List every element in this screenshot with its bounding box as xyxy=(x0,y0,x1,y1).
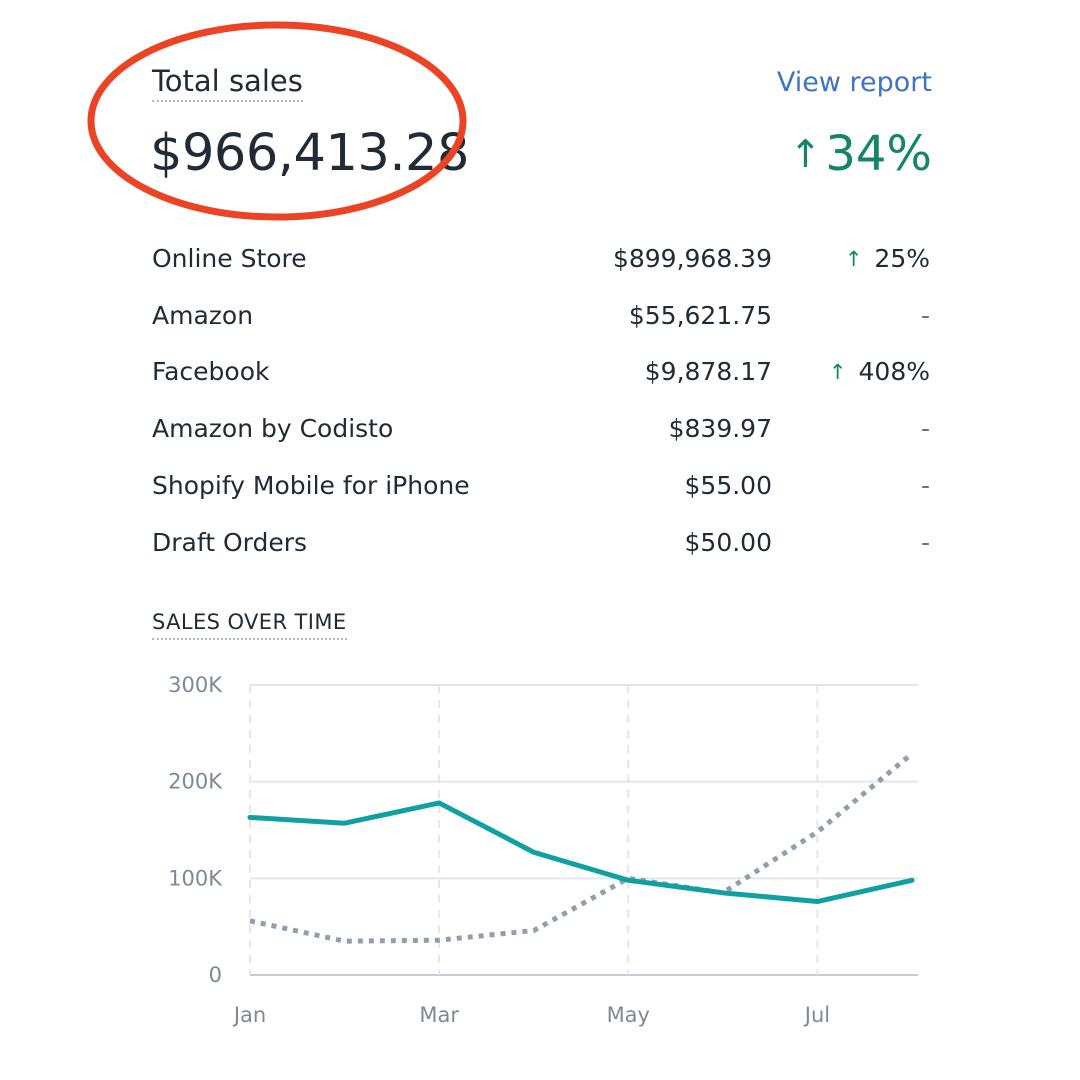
channel-change-value: - xyxy=(920,470,930,500)
channel-change: ↑ 408% xyxy=(829,352,930,392)
channel-change: - xyxy=(921,466,930,506)
y-tick-label: 200K xyxy=(168,770,223,794)
x-tick-label: Jan xyxy=(232,1003,266,1027)
channel-change: - xyxy=(921,409,930,449)
channel-change-value: 408% xyxy=(858,357,930,387)
x-tick-label: May xyxy=(607,1003,650,1027)
y-tick-label: 300K xyxy=(168,673,223,697)
channel-row: Draft Orders $50.00 - xyxy=(152,523,930,563)
y-tick-label: 100K xyxy=(168,866,223,890)
channel-change: - xyxy=(921,523,930,563)
sales-over-time-heading[interactable]: SALES OVER TIME xyxy=(152,608,347,640)
channel-change-value: 25% xyxy=(874,244,930,273)
arrow-up-icon: ↑ xyxy=(844,247,863,271)
x-tick-label: Jul xyxy=(803,1003,830,1027)
channel-name: Draft Orders xyxy=(152,527,308,557)
channel-row: Online Store $899,968.39 ↑ 25% xyxy=(152,239,930,279)
channel-name: Facebook xyxy=(152,357,270,387)
channel-amount: $55.00 xyxy=(684,470,772,500)
channel-row: Shopify Mobile for iPhone $55.00 - xyxy=(152,466,930,506)
arrow-up-icon: ↑ xyxy=(789,132,822,176)
comparison-series-line xyxy=(249,751,914,944)
x-tick-label: Mar xyxy=(419,1003,459,1027)
current-series-line xyxy=(247,800,915,905)
channel-row: Amazon by Codisto $839.97 - xyxy=(152,409,930,449)
channel-change-value: - xyxy=(920,527,930,557)
arrow-up-icon: ↑ xyxy=(828,360,847,385)
total-growth: ↑ 34% xyxy=(789,124,932,184)
channel-change: - xyxy=(921,296,930,336)
channel-name: Amazon by Codisto xyxy=(152,414,394,444)
growth-percent: 34% xyxy=(825,126,932,182)
channel-amount: $50.00 xyxy=(684,527,772,557)
channel-name: Amazon xyxy=(152,300,254,330)
channel-row: Facebook $9,878.17 ↑ 408% xyxy=(152,352,930,392)
channel-row: Amazon $55,621.75 - xyxy=(152,296,930,336)
channel-change: ↑ 25% xyxy=(845,239,930,279)
channel-change-value: - xyxy=(920,300,930,330)
view-report-link[interactable]: View report xyxy=(776,67,932,98)
channel-amount: $55,621.75 xyxy=(628,300,772,330)
channel-amount: $899,968.39 xyxy=(612,244,772,273)
channel-change-value: - xyxy=(920,414,930,444)
y-tick-label: 0 xyxy=(209,963,222,987)
channel-name: Shopify Mobile for iPhone xyxy=(152,470,470,500)
channel-name: Online Store xyxy=(152,244,307,273)
channel-amount: $9,878.17 xyxy=(644,357,772,387)
channel-amount: $839.97 xyxy=(668,414,772,444)
